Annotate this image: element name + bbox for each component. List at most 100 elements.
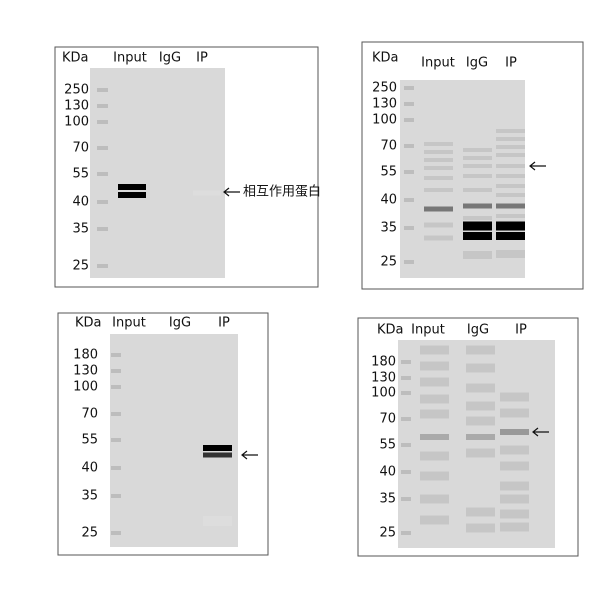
band xyxy=(420,451,449,461)
marker-label: 70 xyxy=(72,141,89,156)
band xyxy=(424,150,453,154)
band xyxy=(463,232,492,240)
ladder-band xyxy=(111,438,121,442)
band xyxy=(463,221,492,231)
band xyxy=(424,142,453,146)
band xyxy=(118,192,146,198)
ladder-band xyxy=(404,260,414,264)
band xyxy=(496,129,525,133)
marker-label: 70 xyxy=(81,407,98,422)
ladder-band xyxy=(404,170,414,174)
marker-label: 250 xyxy=(64,83,89,98)
band xyxy=(463,251,492,259)
band xyxy=(424,158,453,162)
ladder-band xyxy=(111,494,121,498)
band xyxy=(420,361,449,371)
band xyxy=(424,235,453,241)
marker-label: 100 xyxy=(73,380,98,395)
gel xyxy=(90,68,225,278)
marker-label: 25 xyxy=(72,259,89,274)
marker-label: 70 xyxy=(379,412,396,427)
arrow xyxy=(532,427,549,437)
band xyxy=(500,494,529,504)
lane-label: IgG xyxy=(466,56,488,71)
gel xyxy=(110,334,238,547)
band xyxy=(466,523,495,533)
lane-label: Input xyxy=(113,51,147,66)
unit-label: KDa xyxy=(377,323,404,338)
ladder-band xyxy=(401,443,411,447)
band xyxy=(496,193,525,197)
unit-label: KDa xyxy=(372,51,399,66)
band xyxy=(420,345,449,355)
ladder-band xyxy=(97,200,108,204)
band xyxy=(466,401,495,411)
band xyxy=(463,203,492,209)
lane-label: IP xyxy=(196,51,208,66)
lane-label: Input xyxy=(421,56,455,71)
ladder-band xyxy=(404,118,414,122)
lane-label: Input xyxy=(112,316,146,331)
band xyxy=(424,222,453,228)
ladder-band xyxy=(111,466,121,470)
ladder-band xyxy=(401,376,411,380)
ladder-band xyxy=(401,391,411,395)
band xyxy=(500,429,529,435)
band xyxy=(118,184,146,190)
marker-label: 100 xyxy=(372,113,397,128)
band xyxy=(496,184,525,188)
band xyxy=(496,137,525,141)
band xyxy=(466,345,495,355)
marker-label: 40 xyxy=(81,461,98,476)
lane-label: IP xyxy=(505,56,517,71)
marker-label: 180 xyxy=(371,355,396,370)
ladder-band xyxy=(404,226,414,230)
unit-label: KDa xyxy=(75,316,102,331)
ladder-band xyxy=(404,144,414,148)
marker-label: 55 xyxy=(379,438,396,453)
marker-label: 25 xyxy=(81,526,98,541)
band xyxy=(420,409,449,419)
marker-label: 70 xyxy=(380,139,397,154)
band xyxy=(420,471,449,481)
ladder-band xyxy=(111,369,121,373)
band xyxy=(496,232,525,240)
lane-label: IP xyxy=(515,323,527,338)
marker-label: 100 xyxy=(371,386,396,401)
band xyxy=(466,416,495,426)
ladder-band xyxy=(401,497,411,501)
marker-label: 40 xyxy=(72,195,89,210)
band xyxy=(203,452,232,458)
gel xyxy=(400,80,525,278)
ladder-band xyxy=(111,353,121,357)
marker-label: 55 xyxy=(72,167,89,182)
lane-label: Input xyxy=(411,323,445,338)
marker-label: 25 xyxy=(380,255,397,270)
band xyxy=(424,176,453,180)
band xyxy=(496,174,525,178)
ladder-band xyxy=(97,120,108,124)
band xyxy=(463,188,492,192)
band xyxy=(463,164,492,168)
band xyxy=(500,445,529,455)
band xyxy=(420,394,449,404)
arrow xyxy=(529,161,546,171)
ladder-band xyxy=(401,470,411,474)
band xyxy=(496,164,525,168)
ladder-band xyxy=(111,385,121,389)
marker-label: 35 xyxy=(379,492,396,507)
marker-label: 35 xyxy=(380,221,397,236)
ladder-band xyxy=(404,102,414,106)
band xyxy=(496,145,525,149)
band xyxy=(424,166,453,170)
marker-label: 130 xyxy=(64,99,89,114)
band xyxy=(420,377,449,387)
ladder-band xyxy=(97,88,108,92)
band xyxy=(463,174,492,178)
band xyxy=(466,448,495,458)
marker-label: 130 xyxy=(73,364,98,379)
ladder-band xyxy=(401,417,411,421)
lane-label: IgG xyxy=(159,51,181,66)
band xyxy=(466,434,495,440)
lane-label: IgG xyxy=(169,316,191,331)
